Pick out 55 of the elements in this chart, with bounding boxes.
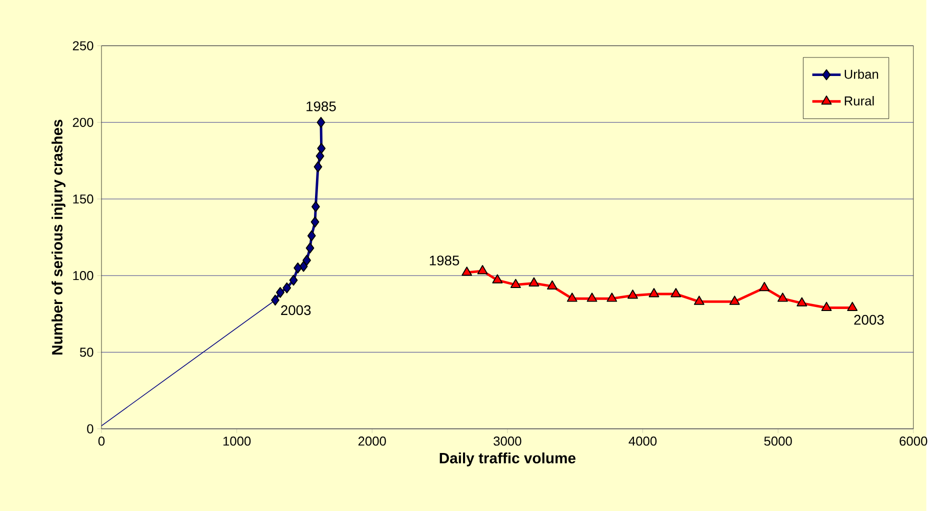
point (694, 296, 704, 305)
x-axis-title: Daily traffic volume (440, 452, 576, 466)
point (289, 274, 298, 286)
point (821, 302, 832, 311)
y-tick-label: 50 (80, 347, 94, 357)
point (566, 292, 578, 302)
point (477, 264, 488, 274)
annotation: 2003 (854, 314, 884, 325)
y-tick-label: 150 (73, 194, 94, 204)
y-tick-label: 0 (87, 424, 94, 434)
point (316, 150, 324, 162)
point (294, 262, 302, 274)
legend-label: Urban (844, 69, 878, 79)
point (492, 274, 503, 284)
y-axis-title: Number of serious injury crashes (52, 120, 66, 354)
point (510, 278, 521, 288)
point (310, 216, 320, 228)
point (606, 292, 618, 302)
point (317, 142, 326, 154)
x-tick-label: 4000 (628, 436, 657, 446)
point (311, 201, 320, 212)
point (847, 302, 858, 311)
point (670, 288, 682, 298)
point (299, 260, 308, 272)
point (648, 288, 660, 298)
point (306, 242, 314, 254)
point (276, 286, 284, 298)
x-tick-label: 0 (98, 436, 105, 446)
point (302, 254, 311, 266)
legend-label: Rural (844, 96, 874, 106)
y-tick-label: 100 (73, 270, 94, 280)
x-tick-label: 6000 (900, 436, 928, 446)
point (729, 296, 740, 305)
y-tick-label: 250 (72, 41, 94, 50)
y-tick-label: 200 (72, 118, 94, 127)
point (547, 280, 558, 290)
point (586, 292, 598, 302)
annotation: 1985 (430, 255, 460, 266)
point (796, 297, 808, 306)
point (314, 161, 322, 172)
point (271, 294, 280, 306)
x-tick-label: 3000 (494, 436, 522, 446)
x-tick-label: 2000 (358, 436, 386, 446)
point (316, 116, 326, 128)
annotation: 1985 (306, 101, 336, 112)
point (462, 266, 472, 276)
point (528, 277, 540, 286)
point (759, 282, 770, 291)
x-tick-label: 1000 (223, 436, 251, 446)
annotation: 2003 (281, 305, 311, 315)
point (777, 292, 788, 302)
point (628, 289, 638, 299)
point (282, 282, 292, 294)
x-tick-label: 5000 (764, 436, 792, 446)
point (307, 230, 316, 242)
